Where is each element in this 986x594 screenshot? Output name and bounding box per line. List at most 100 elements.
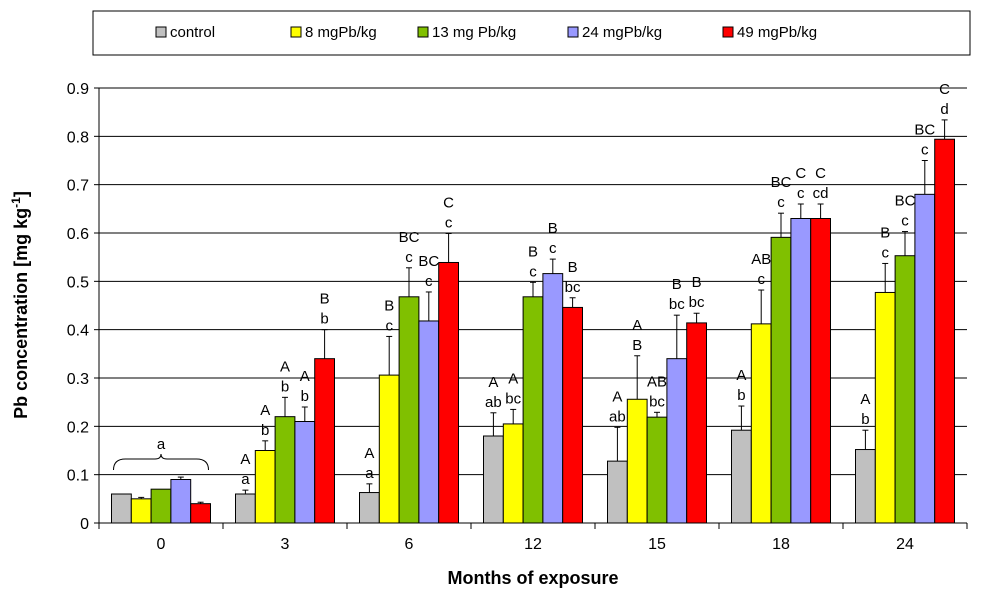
y-axis-title-end: ]: [11, 191, 31, 197]
significance-label: B: [632, 337, 642, 354]
significance-label: B: [528, 243, 538, 260]
significance-label: b: [737, 387, 745, 404]
bar: [894, 255, 916, 524]
bar: [810, 218, 832, 524]
legend-box: [92, 10, 971, 56]
significance-label: A: [860, 391, 870, 408]
y-axis-title-sup: -1: [9, 197, 23, 208]
significance-label: c: [901, 213, 909, 230]
significance-label: c: [881, 244, 889, 261]
legend-label: 24 mgPb/kg: [582, 24, 662, 41]
bar: [294, 421, 316, 524]
legend-swatch: [417, 26, 429, 38]
significance-label: c: [777, 194, 785, 211]
significance-label: ab: [485, 394, 502, 411]
bar: [502, 423, 524, 524]
bar: [170, 479, 192, 524]
bar: [646, 416, 668, 524]
x-tick-label: 3: [281, 536, 290, 553]
legend-swatch: [722, 26, 734, 38]
bar: [111, 493, 132, 524]
bar: [934, 138, 956, 524]
bar: [130, 498, 152, 524]
x-tick-label: 15: [648, 536, 666, 553]
significance-label: b: [261, 422, 269, 439]
significance-label: C: [795, 165, 806, 182]
significance-label: B: [320, 291, 330, 308]
y-axis-title-main: Pb concentration [mg kg: [11, 208, 31, 419]
bar: [378, 374, 400, 524]
legend: control 8 mgPb/kg 13 mg Pb/kg 24 mgPb/kg 49 …: [155, 24, 817, 41]
significance-label: B: [548, 220, 558, 237]
significance-label: c: [549, 240, 557, 257]
bar: [418, 320, 440, 524]
bar: [790, 218, 812, 524]
significance-label: A: [260, 402, 270, 419]
significance-label: c: [445, 214, 453, 231]
x-tick-labels: 0 3 6 12 15 18 24: [157, 536, 914, 553]
significance-label: C: [815, 165, 826, 182]
significance-label: c: [405, 249, 413, 266]
y-axis-title: Pb concentration [mg kg-1]: [9, 191, 31, 419]
significance-label: d: [940, 101, 948, 118]
bar: [686, 322, 708, 524]
x-tick-label: 12: [524, 536, 542, 553]
axes: [94, 87, 968, 529]
y-tick-label: 0.3: [67, 371, 89, 388]
bar: [398, 296, 420, 524]
significance-label: a: [365, 465, 374, 482]
significance-label: BC: [399, 229, 420, 246]
bar: [562, 306, 584, 524]
bar: [914, 193, 936, 524]
legend-label: 8 mgPb/kg: [305, 24, 377, 41]
significance-label: C: [443, 194, 454, 211]
significance-label: BC: [895, 193, 916, 210]
y-tick-label: 0: [80, 516, 89, 533]
bar: [770, 236, 792, 524]
group-annotation: a: [113, 436, 209, 471]
significance-label: b: [301, 388, 309, 405]
significance-label: B: [880, 224, 890, 241]
significance-label: ab: [609, 408, 626, 425]
significance-label: c: [757, 271, 765, 288]
significance-label: c: [385, 317, 393, 334]
bar: [483, 435, 504, 524]
significance-label: C: [939, 81, 950, 98]
significance-label: b: [320, 311, 328, 328]
legend-swatch: [290, 26, 302, 38]
legend-swatch: [155, 26, 167, 38]
bar: [254, 450, 276, 524]
y-tick-label: 0.6: [67, 226, 89, 243]
significance-label: c: [529, 263, 537, 280]
significance-label: B: [672, 276, 682, 293]
group-bracket: [113, 453, 209, 471]
significance-label: AB: [647, 373, 667, 390]
significance-label: AB: [751, 251, 771, 268]
significance-label: bc: [565, 279, 581, 296]
bar: [274, 416, 296, 524]
significance-label: bc: [505, 390, 521, 407]
legend-label: 49 mgPb/kg: [737, 24, 817, 41]
significance-label: A: [632, 317, 642, 334]
significance-label: B: [568, 259, 578, 276]
significance-label: BC: [914, 122, 935, 139]
significance-label: a: [241, 471, 250, 488]
y-tick-labels: 0 0.1 0.2 0.3 0.4 0.5 0.6 0.7 0.8 0.9: [67, 81, 89, 533]
bar: [150, 488, 172, 524]
significance-label: c: [921, 142, 929, 159]
x-tick-label: 24: [896, 536, 914, 553]
significance-label: BC: [771, 174, 792, 191]
y-tick-label: 0.1: [67, 468, 89, 485]
legend-label: control: [170, 24, 215, 41]
significance-label: A: [508, 370, 518, 387]
bar: [874, 291, 896, 524]
bar: [731, 429, 752, 524]
significance-label: c: [425, 273, 433, 290]
bar: [522, 296, 544, 524]
significance-label: A: [300, 368, 310, 385]
y-tick-label: 0.7: [67, 178, 89, 195]
significance-label: A: [488, 374, 498, 391]
